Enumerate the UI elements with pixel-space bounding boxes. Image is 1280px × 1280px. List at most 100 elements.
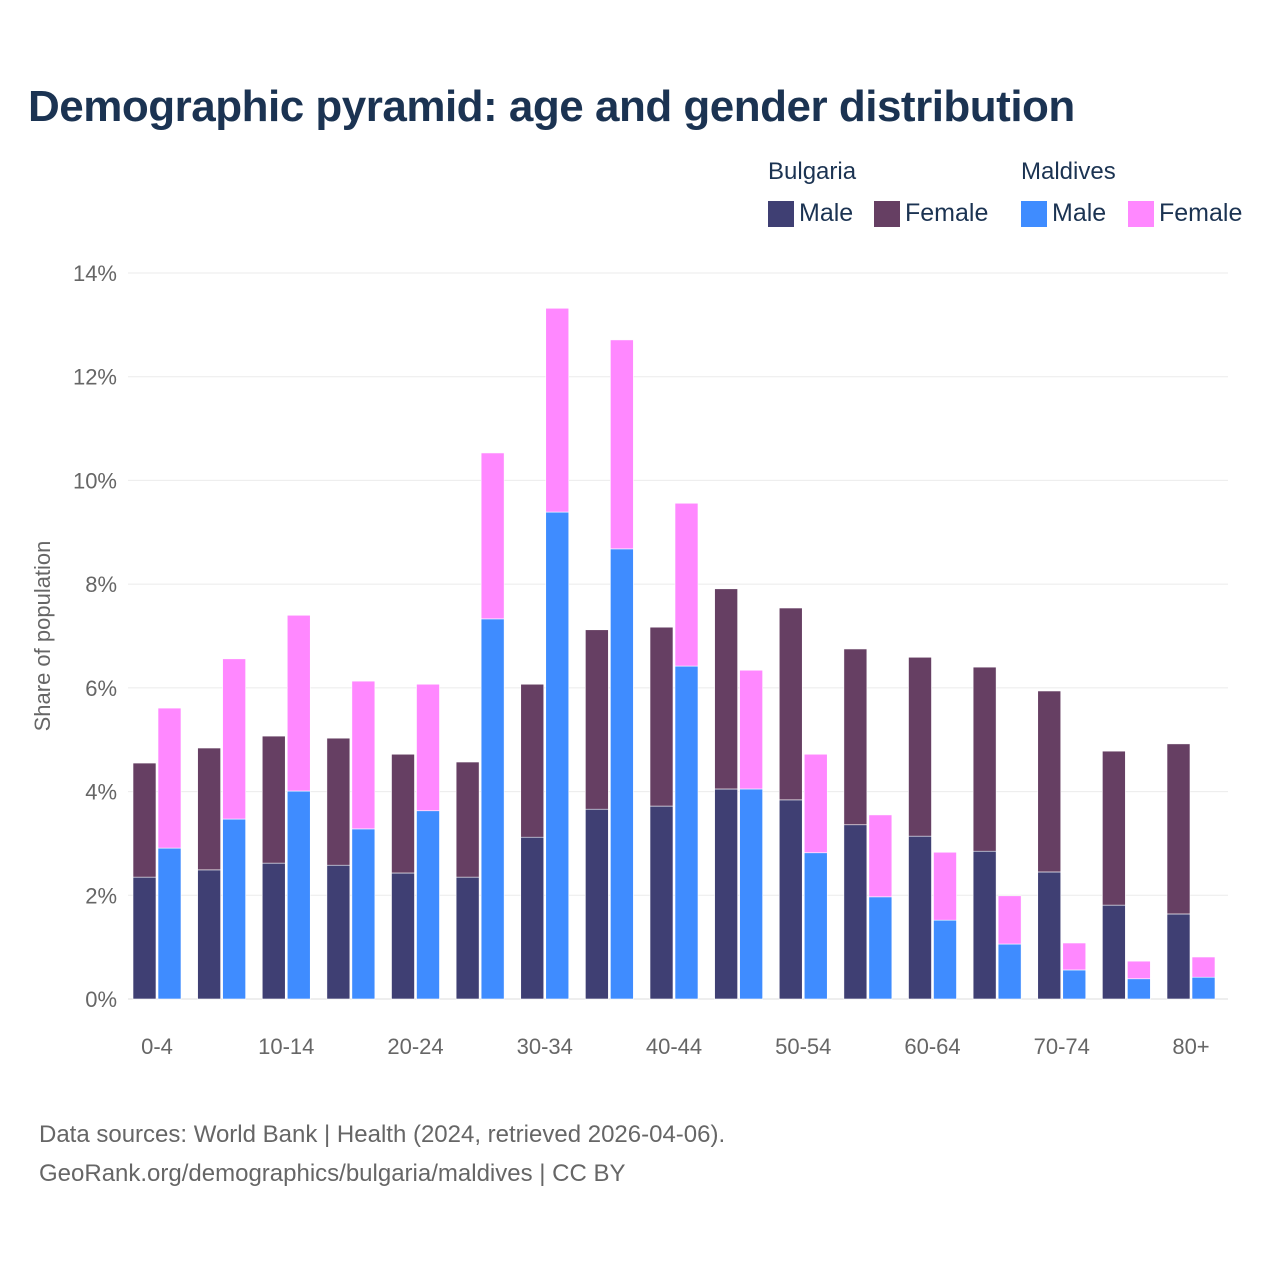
source-note: Data sources: World Bank | Health (2024,… [39, 1115, 725, 1193]
legend-label: Female [1159, 199, 1243, 227]
y-tick-label: 6% [85, 676, 117, 701]
bar-bulgaria-male-35-39 [585, 808, 609, 1000]
x-tick-label: 60-64 [904, 1034, 960, 1059]
bar-bulgaria-male-55-59 [843, 824, 868, 1000]
bar-maldives-male-65-69 [997, 943, 1022, 1000]
x-tick-label: 40-44 [646, 1034, 702, 1059]
legend-label: Male [799, 199, 854, 227]
x-tick-label: 30-34 [517, 1034, 573, 1059]
bar-maldives-male-10-14 [286, 790, 311, 1000]
bar-bulgaria-male-30-34 [520, 836, 545, 1000]
x-tick-label: 0-4 [141, 1034, 173, 1059]
y-tick-label: 2% [85, 883, 117, 908]
bar-bulgaria-female-5-9 [197, 747, 221, 871]
legend-swatch [1021, 200, 1047, 227]
legend-label: Female [905, 199, 989, 227]
bar-maldives-female-20-24 [416, 683, 440, 812]
bar-maldives-female-75-79 [1127, 960, 1151, 980]
bar-maldives-female-70-74 [1062, 942, 1087, 971]
bar-maldives-male-35-39 [610, 548, 634, 1000]
bar-maldives-female-5-9 [222, 658, 246, 820]
y-tick-label: 12% [73, 365, 117, 390]
bar-maldives-male-60-64 [933, 919, 957, 1000]
legend-group-maldives: Maldives [1021, 158, 1116, 185]
source-line-2: GeoRank.org/demographics/bulgaria/maldiv… [39, 1160, 626, 1187]
bar-bulgaria-female-15-19 [326, 737, 351, 866]
y-axis-label: Share of population [30, 541, 55, 732]
bar-bulgaria-male-75-79 [1102, 904, 1126, 1000]
bar-maldives-female-45-49 [739, 669, 763, 790]
legend-bulgaria-male: Male [768, 199, 853, 228]
bar-maldives-male-15-19 [351, 828, 376, 1000]
x-tick-label: 70-74 [1034, 1034, 1090, 1059]
bar-maldives-male-70-74 [1062, 969, 1087, 1000]
bar-maldives-female-35-39 [610, 339, 634, 550]
legend-maldives-female: Female [1128, 199, 1242, 228]
bar-bulgaria-female-20-24 [391, 753, 415, 874]
legend-group-bulgaria: Bulgaria [768, 158, 857, 185]
bar-bulgaria-female-55-59 [843, 648, 868, 826]
bar-maldives-male-20-24 [416, 810, 440, 1000]
y-tick-label: 4% [85, 780, 117, 805]
bar-bulgaria-female-60-64 [908, 656, 932, 837]
bar-bulgaria-female-40-44 [649, 626, 674, 807]
bar-bulgaria-male-20-24 [391, 872, 415, 1000]
bar-maldives-female-10-14 [286, 614, 311, 792]
bar-maldives-male-50-54 [803, 852, 828, 1000]
bar-bulgaria-male-45-49 [714, 788, 738, 1000]
bar-bulgaria-female-10-14 [261, 735, 286, 864]
legend-swatch [874, 200, 900, 227]
bar-bulgaria-male-0-4 [132, 876, 157, 1000]
y-tick-label: 14% [73, 261, 117, 286]
bar-maldives-female-0-4 [157, 707, 182, 849]
bar-bulgaria-female-45-49 [714, 588, 738, 790]
bar-maldives-female-60-64 [933, 851, 957, 921]
bar-bulgaria-male-15-19 [326, 864, 351, 1000]
bar-bulgaria-female-25-29 [455, 761, 480, 878]
bar-bulgaria-male-70-74 [1037, 871, 1062, 1000]
bar-bulgaria-female-0-4 [132, 762, 157, 878]
bar-bulgaria-male-10-14 [261, 862, 286, 1000]
bar-bulgaria-male-60-64 [908, 835, 932, 1000]
bar-maldives-male-45-49 [739, 788, 763, 1000]
bar-maldives-male-30-34 [545, 511, 570, 1000]
bar-maldives-female-50-54 [803, 753, 828, 854]
legend-swatch [768, 200, 794, 227]
bar-maldives-female-55-59 [868, 814, 893, 898]
x-tick-label: 20-24 [387, 1034, 443, 1059]
y-tick-label: 0% [85, 987, 117, 1012]
bar-bulgaria-male-25-29 [455, 876, 480, 1000]
source-line-1: Data sources: World Bank | Health (2024,… [39, 1121, 726, 1148]
bar-bulgaria-male-80+ [1166, 913, 1191, 1000]
bar-maldives-female-40-44 [674, 502, 699, 667]
bar-maldives-male-80+ [1191, 976, 1216, 1000]
bar-maldives-male-75-79 [1127, 978, 1151, 1000]
y-tick-label: 10% [73, 468, 117, 493]
bar-maldives-female-25-29 [480, 452, 505, 620]
bar-maldives-male-40-44 [674, 665, 699, 1000]
bar-maldives-male-0-4 [157, 847, 182, 1000]
x-tick-label: 80+ [1172, 1034, 1209, 1059]
x-tick-label: 10-14 [258, 1034, 314, 1059]
legend-maldives-male: Male [1021, 199, 1106, 228]
bar-bulgaria-female-35-39 [585, 629, 609, 810]
bar-bulgaria-female-75-79 [1102, 750, 1126, 906]
bar-bulgaria-female-30-34 [520, 683, 545, 838]
bar-bulgaria-male-65-69 [972, 850, 997, 1000]
bar-bulgaria-female-70-74 [1037, 690, 1062, 873]
bar-bulgaria-male-50-54 [778, 799, 803, 1000]
bar-maldives-male-25-29 [480, 618, 505, 1000]
bar-bulgaria-male-5-9 [197, 869, 221, 1000]
y-tick-label: 8% [85, 572, 117, 597]
bar-bulgaria-female-65-69 [972, 666, 997, 852]
legend-label: Male [1052, 199, 1107, 227]
bar-maldives-female-80+ [1191, 956, 1216, 978]
x-tick-label: 50-54 [775, 1034, 831, 1059]
bar-maldives-female-15-19 [351, 680, 376, 830]
chart-title: Demographic pyramid: age and gender dist… [28, 82, 1075, 131]
bar-maldives-female-65-69 [997, 895, 1022, 945]
bar-maldives-female-30-34 [545, 307, 570, 513]
bar-bulgaria-male-40-44 [649, 805, 674, 1000]
legend-swatch [1128, 200, 1154, 227]
